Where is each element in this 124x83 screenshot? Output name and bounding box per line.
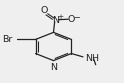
Text: O: O <box>67 15 75 24</box>
Text: Br: Br <box>2 35 13 44</box>
Text: −: − <box>73 13 80 22</box>
Text: +: + <box>57 14 63 20</box>
Text: NH: NH <box>85 54 99 63</box>
Text: O: O <box>41 6 48 15</box>
Text: N: N <box>52 16 59 25</box>
Text: N: N <box>50 63 57 72</box>
